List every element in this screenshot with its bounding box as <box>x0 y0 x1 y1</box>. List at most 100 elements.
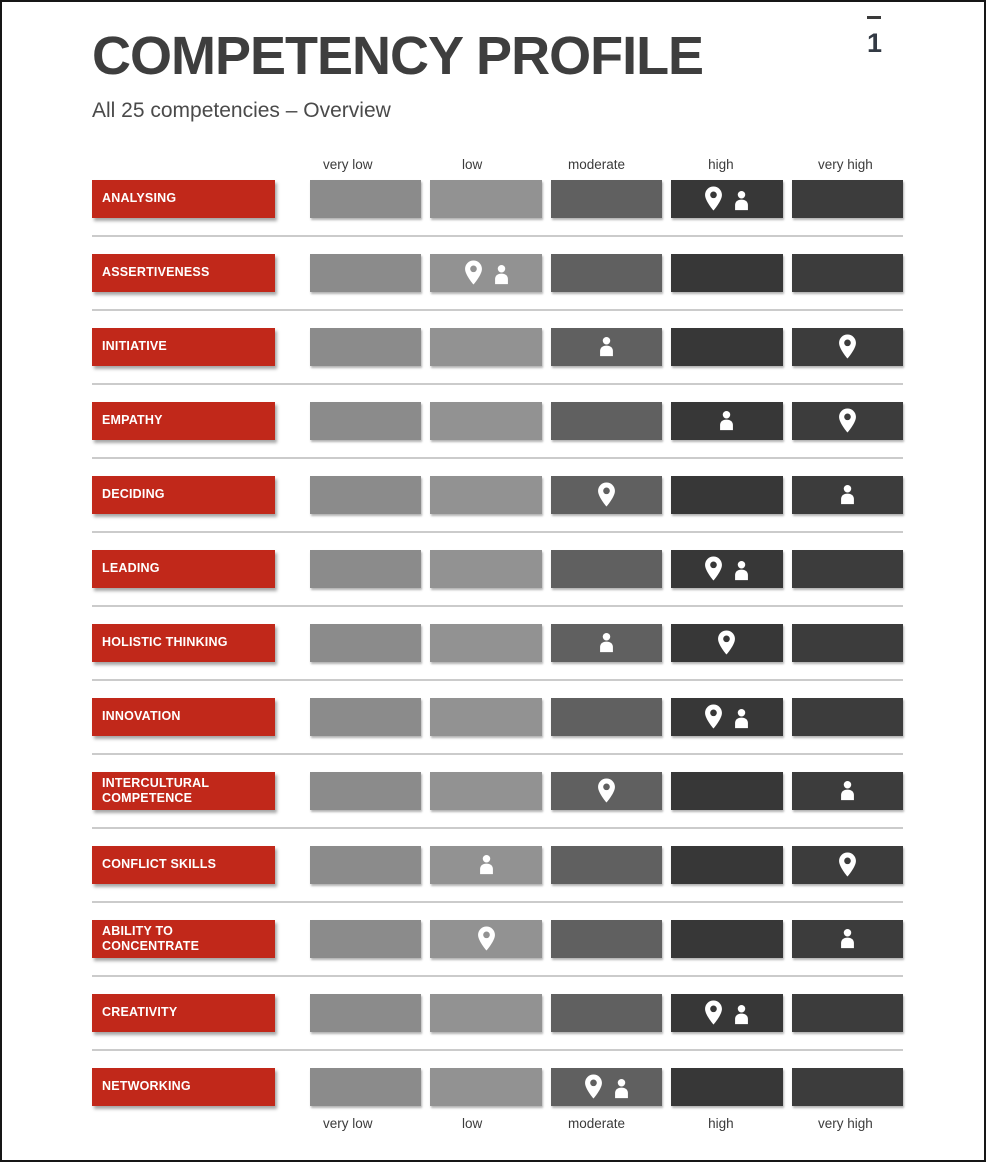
map-pin-icon <box>838 334 856 359</box>
page-subtitle: All 25 competencies – Overview <box>92 98 391 122</box>
map-pin-icon <box>718 630 736 655</box>
competency-label: EMPATHY <box>92 401 275 440</box>
level-cell-low <box>430 179 542 218</box>
marker-group <box>460 259 513 286</box>
marker-group <box>700 555 753 582</box>
person-icon <box>735 561 749 581</box>
row-divider <box>92 604 903 607</box>
scale-label-low: low <box>461 1115 483 1131</box>
person-icon <box>479 855 493 875</box>
map-pin-icon <box>705 704 723 729</box>
level-cell-very-low <box>310 845 422 884</box>
marker-group <box>834 851 861 878</box>
competency-row: CONFLICT SKILLS <box>92 845 904 884</box>
level-cell-low <box>430 771 542 810</box>
map-pin-icon <box>598 482 615 507</box>
map-pin-icon <box>705 556 723 581</box>
marker-group <box>836 779 859 802</box>
marker-group <box>595 335 618 358</box>
competency-row: ABILITY TO CONCENTRATE <box>92 919 904 958</box>
person-icon <box>735 1005 749 1025</box>
row-divider <box>92 678 903 681</box>
level-cell-moderate <box>550 771 663 810</box>
page-number-block: 1 <box>867 16 882 59</box>
level-cell-very-low <box>310 697 422 736</box>
level-cell-low <box>430 401 542 440</box>
competency-row: ASSERTIVENESS <box>92 253 904 292</box>
scale-label-high: high <box>708 1115 734 1131</box>
level-cell-high <box>671 549 783 588</box>
marker-group <box>715 409 738 432</box>
marker-group <box>834 407 861 434</box>
competency-row: INNOVATION <box>92 697 904 736</box>
level-cell-low <box>430 697 542 736</box>
competency-label: LEADING <box>92 549 275 588</box>
person-icon <box>735 709 749 729</box>
level-cell-moderate <box>550 179 663 218</box>
marker-group <box>593 777 620 804</box>
row-divider <box>92 530 903 533</box>
level-cell-moderate <box>550 993 663 1032</box>
map-pin-icon <box>585 1074 602 1099</box>
level-cell-high <box>671 253 783 292</box>
person-icon <box>840 929 854 949</box>
competency-row: EMPATHY <box>92 401 904 440</box>
level-cell-very-high <box>791 549 904 588</box>
marker-group <box>713 629 740 656</box>
competency-row: DECIDING <box>92 475 904 514</box>
page-header: 1 COMPETENCY PROFILE All 25 competencies… <box>92 16 894 123</box>
map-pin-icon <box>705 186 723 211</box>
competency-label: INNOVATION <box>92 697 275 736</box>
scale-header-row: very low low moderate high very high <box>92 157 903 172</box>
competency-row: INITIATIVE <box>92 327 904 366</box>
level-cell-low <box>430 919 542 958</box>
marker-group <box>475 853 498 876</box>
level-cell-very-high <box>791 771 904 810</box>
marker-group <box>700 703 753 730</box>
level-cell-high <box>671 993 783 1032</box>
marker-group <box>834 333 861 360</box>
scale-footer-row: very low low moderate high very high <box>92 1116 903 1131</box>
map-pin-icon <box>598 778 615 803</box>
level-cell-very-high <box>791 993 904 1032</box>
page-number: 1 <box>866 28 882 58</box>
competency-label: INITIATIVE <box>92 327 275 366</box>
level-cell-low <box>430 1067 542 1106</box>
level-cell-high <box>671 919 783 958</box>
level-cell-low <box>430 549 542 588</box>
person-icon <box>494 265 508 285</box>
level-cell-very-high <box>791 401 904 440</box>
level-cell-high <box>671 179 783 218</box>
level-cell-very-low <box>310 919 422 958</box>
person-icon <box>720 411 734 431</box>
person-icon <box>615 1079 628 1099</box>
level-cell-moderate <box>550 327 663 366</box>
level-cell-high <box>671 1067 783 1106</box>
competency-label: INTERCULTURAL COMPETENCE <box>92 771 275 810</box>
marker-group <box>700 185 753 212</box>
competency-row: CREATIVITY <box>92 993 904 1032</box>
row-divider <box>92 308 903 311</box>
competency-row: HOLISTIC THINKING <box>92 623 904 662</box>
level-cell-moderate <box>550 549 663 588</box>
level-cell-very-high <box>791 1067 904 1106</box>
row-divider <box>92 382 903 385</box>
level-cell-moderate <box>550 919 663 958</box>
scale-label-low: low <box>461 156 483 172</box>
level-cell-low <box>430 845 542 884</box>
person-icon <box>735 191 749 211</box>
level-cell-very-low <box>310 993 422 1032</box>
level-cell-very-low <box>310 771 422 810</box>
level-cell-moderate <box>550 1067 663 1106</box>
level-cell-very-low <box>310 549 422 588</box>
level-cell-high <box>671 623 783 662</box>
map-pin-icon <box>464 260 482 285</box>
competency-label: ASSERTIVENESS <box>92 253 275 292</box>
level-cell-low <box>430 327 542 366</box>
competency-label: ANALYSING <box>92 179 275 218</box>
level-cell-low <box>430 623 542 662</box>
map-pin-icon <box>838 408 856 433</box>
scale-label-moderate: moderate <box>567 1115 626 1131</box>
scale-row-spacer <box>92 1116 290 1131</box>
person-icon <box>840 485 854 505</box>
